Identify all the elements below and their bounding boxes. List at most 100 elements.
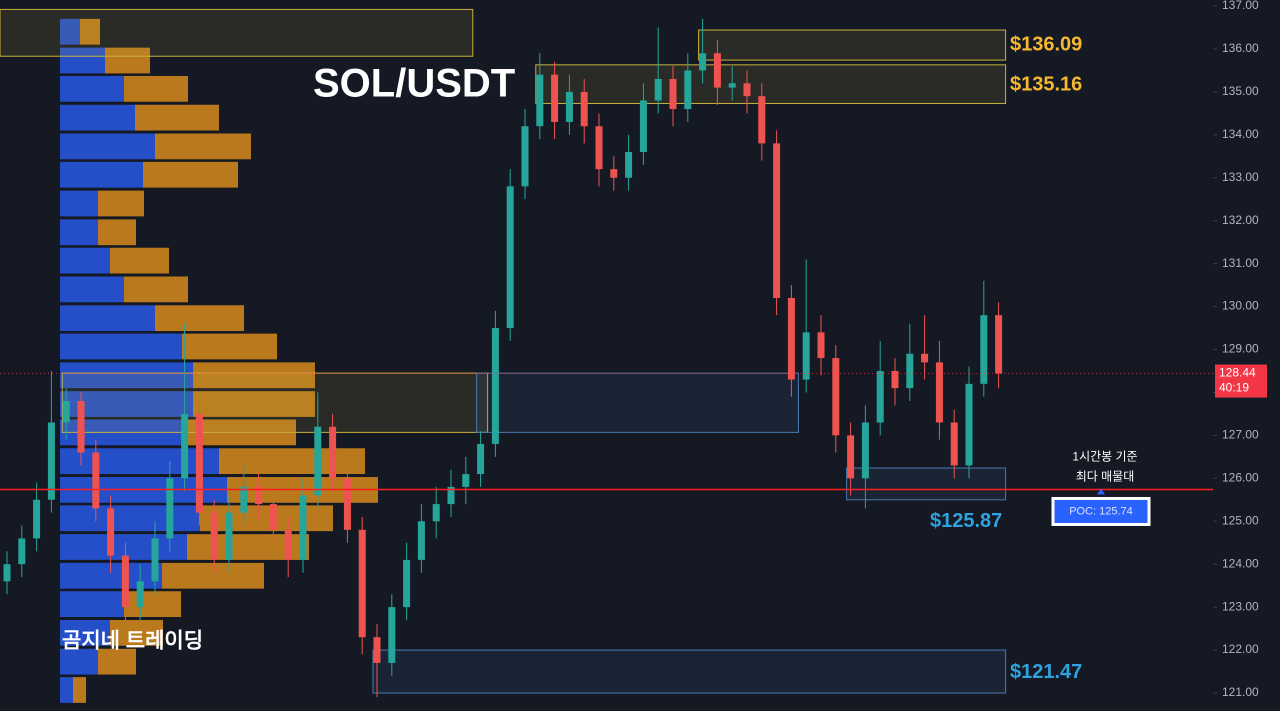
candle-body [299,495,307,560]
y-tick-label: 126.00 [1222,470,1259,484]
profile-buy [60,620,110,646]
profile-buy [60,18,80,45]
profile-sell [80,18,100,45]
candle-body [240,486,248,513]
candle-body [595,126,603,170]
poc-label: POC: 125.74 [1069,505,1133,517]
candle-body [551,74,559,122]
poc-note: 1시간봉 기준 [1072,450,1137,464]
candle-body [654,78,662,101]
countdown: 40:19 [1219,381,1249,395]
candle-body [417,521,425,560]
price-zone [476,372,799,433]
profile-sell [110,247,169,274]
candle-body [506,186,514,329]
y-tick-label: 124.00 [1222,556,1259,570]
candle-body [965,383,973,466]
candle-body [832,358,840,436]
candle-body [610,169,618,178]
watermark: 곰지네 트레이딩 [62,630,203,653]
poc-box [1051,496,1151,526]
profile-buy [60,448,219,475]
y-tick-label: 123.00 [1222,599,1259,613]
candle-body [136,581,144,608]
candle-body [980,315,988,384]
y-tick-label: 127.00 [1222,428,1259,442]
candle-body [625,151,633,178]
y-tick-label: 137.00 [1222,0,1259,12]
profile-sell [143,161,238,188]
profile-buy [60,219,98,246]
candle-body [107,508,115,556]
profile-buy [60,75,124,102]
profile-sell [98,219,136,246]
profile-sell [182,333,277,360]
profile-sell [105,47,150,74]
candle-body [565,91,573,122]
candle-body [639,100,647,152]
candle-body [847,435,855,479]
candle-body [181,413,189,479]
candle-body [358,529,366,638]
candle-body [3,564,11,582]
profile-sell [162,562,264,589]
candle-body [995,315,1003,374]
candle-body [861,422,869,479]
poc-note: 최다 매물대 [1076,470,1135,484]
candle-body [255,486,263,505]
profile-buy [60,591,124,618]
candle-body [210,512,218,560]
poc-marker [1097,488,1105,495]
candle-body [403,559,411,608]
candle-body [521,126,529,187]
candle-body [891,370,899,389]
profile-sell [73,677,86,703]
profile-sell [155,133,251,160]
candle-body [536,74,544,127]
candle-body [713,53,721,88]
profile-buy [60,133,155,160]
profile-buy [60,648,98,675]
profile-sell [193,391,315,417]
candle-body [773,143,781,298]
candle-body [787,297,795,380]
profile-buy [60,190,98,217]
y-tick-label: 121.00 [1222,685,1259,699]
y-tick-label: 136.00 [1222,41,1259,55]
chart-title: SOL/USDT [313,62,515,106]
candle-body [343,478,351,530]
candle-body [33,499,41,539]
candle-body [580,91,588,127]
candle-body [18,538,26,565]
profile-buy [60,505,200,532]
price-zone [535,64,1007,104]
y-tick-label: 125.00 [1222,513,1259,527]
profile-sell [98,190,144,217]
candle-body [92,452,100,509]
profile-buy [60,305,155,332]
profile-buy [60,677,73,703]
candle-body [743,83,751,97]
price-zone [372,649,1007,694]
price-zone [698,29,1007,61]
zone-price-label: $136.09 [1010,33,1082,55]
candle-body [462,474,470,487]
candle-body [121,555,129,608]
candle-body [447,486,455,505]
candle-body [166,478,174,539]
candle-body [432,504,440,522]
y-tick-label: 135.00 [1222,84,1259,98]
candle-body [195,413,203,513]
price-zone [0,8,474,57]
y-tick-label: 130.00 [1222,299,1259,313]
candle-body [373,637,381,663]
candle-body [225,512,233,560]
profile-buy [60,47,105,74]
profile-sell [110,620,163,646]
candle-body [269,504,277,530]
y-tick-label: 133.00 [1222,170,1259,184]
candle-body [728,83,736,88]
profile-sell [135,104,219,131]
